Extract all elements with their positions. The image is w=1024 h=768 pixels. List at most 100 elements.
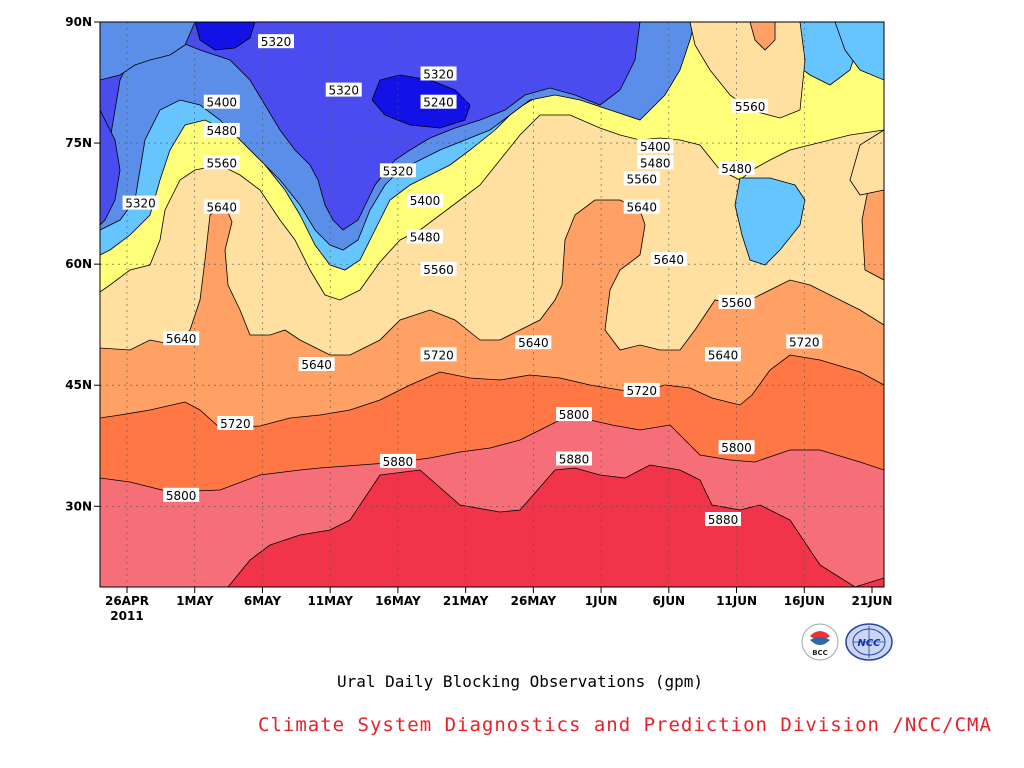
contour-label: 5480 bbox=[637, 155, 674, 170]
contour-label-text: 5480 bbox=[207, 124, 238, 138]
region-5800-top-right-edge bbox=[849, 129, 884, 196]
contour-label: 5560 bbox=[203, 155, 240, 170]
contour-label-text: 5400 bbox=[640, 140, 671, 154]
contour-label-text: 5640 bbox=[654, 253, 685, 267]
contour-label-bg bbox=[122, 195, 159, 210]
contour-label-text: 5560 bbox=[423, 263, 454, 277]
ncc-logo-icon: NCC bbox=[845, 623, 893, 661]
x-tick-label: 21MAY bbox=[443, 594, 489, 608]
contour-label: 5640 bbox=[705, 347, 741, 362]
contour-label: 5640 bbox=[515, 335, 552, 350]
plot-frame bbox=[99, 21, 885, 588]
svg-text:BCC: BCC bbox=[812, 649, 828, 657]
contour-label: 5400 bbox=[637, 139, 674, 154]
contour-label-bg bbox=[556, 451, 592, 466]
contour-label-bg bbox=[623, 382, 660, 397]
contour-label-bg bbox=[420, 66, 457, 81]
contour-label-bg bbox=[379, 163, 416, 178]
contour-label-bg bbox=[556, 407, 592, 422]
contour-label: 5880 bbox=[379, 453, 416, 469]
region-5560-island-upper-right bbox=[689, 22, 806, 119]
contour-label-text: 5640 bbox=[207, 201, 238, 215]
contour-label-bg bbox=[420, 347, 457, 362]
x-tick-label: 21JUN bbox=[852, 594, 893, 608]
x-tick-label: 1JUN bbox=[585, 594, 618, 608]
region-5640-island-upper-right bbox=[749, 22, 776, 51]
contour-label-text: 5880 bbox=[708, 513, 739, 527]
contour-labels: 5320 5320 5320 5240 5400 5480 5320 5560 5640 5320… bbox=[122, 34, 823, 527]
contour-label-bg bbox=[718, 160, 755, 175]
contour-label-bg bbox=[258, 34, 294, 49]
contour-label-bg bbox=[623, 171, 660, 186]
contour-label: 5240 bbox=[420, 94, 457, 110]
contour-label-text: 5400 bbox=[410, 194, 441, 208]
contour-label-text: 5400 bbox=[207, 96, 238, 110]
contour-label: 5560 bbox=[718, 294, 755, 310]
contour-label: 5320 bbox=[379, 163, 416, 178]
contour-label-text: 5720 bbox=[626, 384, 657, 398]
x-tick-label: 6JUN bbox=[653, 594, 686, 608]
contour-label-text: 5720 bbox=[220, 417, 251, 431]
contour-label-bg bbox=[515, 335, 552, 350]
contour-label-text: 5640 bbox=[166, 332, 197, 346]
contour-label-text: 5880 bbox=[559, 452, 590, 466]
x-tick-label: 26APR bbox=[105, 594, 149, 608]
contour-label-bg bbox=[718, 294, 755, 309]
svg-text:NCC: NCC bbox=[857, 638, 881, 649]
x-tick-label: 11JUN bbox=[716, 594, 757, 608]
contour-label-text: 5880 bbox=[383, 455, 414, 469]
x-tick-label: 16MAY bbox=[375, 594, 421, 608]
contour-label-bg bbox=[298, 357, 335, 372]
contour-label: 5800 bbox=[718, 440, 755, 455]
contour-label-text: 5560 bbox=[721, 296, 752, 310]
contour-label-bg bbox=[420, 94, 457, 109]
contour-label-text: 5800 bbox=[559, 408, 590, 422]
contour-label: 5320 bbox=[258, 34, 294, 49]
contour-label-bg bbox=[420, 261, 457, 276]
contour-label-bg bbox=[650, 252, 687, 267]
x-tick-label: 26MAY bbox=[511, 594, 557, 608]
region-5480-island-right bbox=[734, 177, 806, 266]
contour-label-text: 5560 bbox=[735, 100, 766, 114]
chart-title: Ural Daily Blocking Observations (gpm) bbox=[336, 672, 704, 691]
contour-label-text: 5560 bbox=[626, 172, 657, 186]
contour-label: 5720 bbox=[623, 382, 660, 398]
contour-label-text: 5560 bbox=[207, 156, 238, 170]
contour-label: 5720 bbox=[420, 347, 457, 362]
contour-label-bg bbox=[379, 453, 416, 468]
contour-label: 5640 bbox=[623, 199, 660, 215]
region-5320-5400-left bbox=[100, 109, 121, 226]
contour-label-text: 5800 bbox=[721, 441, 752, 455]
contour-label: 5320 bbox=[122, 195, 159, 211]
contour-label-bg bbox=[705, 512, 741, 527]
contour-label-text: 5320 bbox=[125, 197, 156, 211]
contour-label: 5480 bbox=[718, 160, 755, 176]
contour-label: 5880 bbox=[705, 512, 741, 527]
contour-label: 5480 bbox=[407, 229, 443, 245]
credit-line: Climate System Diagnostics and Predictio… bbox=[258, 714, 992, 736]
contour-label-text: 5320 bbox=[261, 35, 292, 49]
bcc-logo-icon: BCC bbox=[801, 623, 839, 661]
contour-label-bg bbox=[203, 122, 240, 137]
contour-label-bg bbox=[705, 347, 741, 362]
contour-label-bg bbox=[163, 487, 200, 502]
contour-label: 5400 bbox=[203, 94, 240, 110]
y-tick-label: 45N bbox=[65, 378, 92, 392]
y-tick-label: 30N bbox=[65, 499, 92, 513]
x-tick-label: 16JUN bbox=[784, 594, 825, 608]
contour-label: 5560 bbox=[420, 261, 457, 277]
contour-label-bg bbox=[623, 199, 660, 214]
contour-label-bg bbox=[786, 334, 823, 349]
contour-label-text: 5480 bbox=[410, 231, 441, 245]
contour-label: 5800 bbox=[163, 487, 200, 503]
contour-label: 5320 bbox=[325, 82, 362, 98]
contour-label-text: 5640 bbox=[626, 201, 657, 215]
contour-label: 5640 bbox=[298, 357, 335, 372]
contour-label-text: 5720 bbox=[423, 348, 454, 362]
x-tick-label: 6MAY bbox=[244, 594, 281, 608]
contour-label-text: 5240 bbox=[423, 96, 454, 110]
axis-ticks: 26APR 1MAY 6MAY 11MAY 16MAY 21MAY 26MAY 1JUN 6JU… bbox=[65, 15, 892, 623]
contour-label: 5640 bbox=[650, 252, 687, 267]
x-tick-label: 1MAY bbox=[176, 594, 213, 608]
band-below-5240-a bbox=[194, 22, 256, 51]
